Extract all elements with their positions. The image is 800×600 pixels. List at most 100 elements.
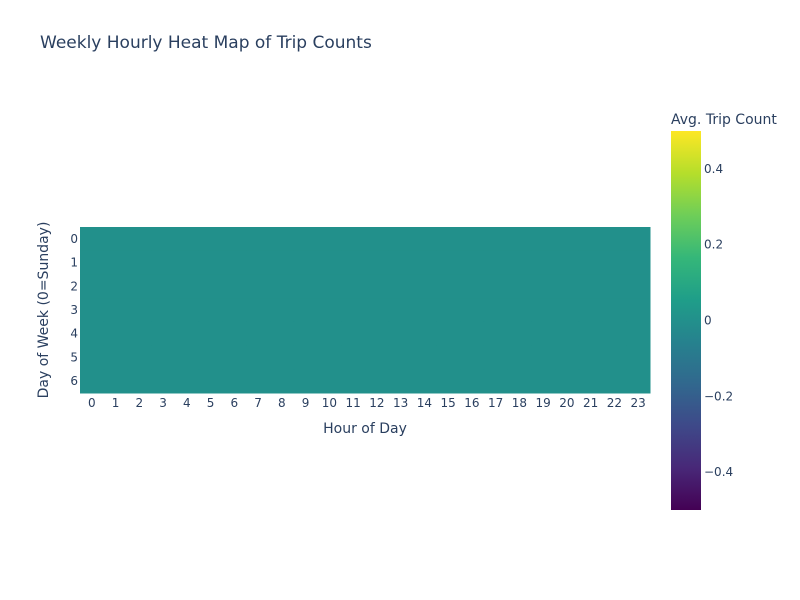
x-tick-label: 8 bbox=[278, 396, 286, 410]
heatmap-cell bbox=[341, 369, 366, 394]
x-tick-label: 3 bbox=[159, 396, 167, 410]
heatmap-cell bbox=[198, 321, 223, 347]
heatmap-cell bbox=[246, 250, 271, 275]
colorbar-tick-label: 0.2 bbox=[704, 238, 723, 252]
heatmap-cell bbox=[436, 345, 461, 370]
heatmap-cell bbox=[175, 321, 200, 347]
heatmap-cell bbox=[626, 298, 651, 323]
heatmap-cell bbox=[460, 345, 485, 370]
x-tick-label: 16 bbox=[464, 396, 479, 410]
heatmap-cell bbox=[507, 298, 532, 323]
x-tick-label: 11 bbox=[345, 396, 360, 410]
heatmap-cell bbox=[460, 227, 485, 252]
heatmap-cell bbox=[175, 227, 200, 252]
heatmap-cell bbox=[365, 345, 390, 370]
heatmap-cell bbox=[175, 274, 200, 299]
x-tick-label: 1 bbox=[112, 396, 120, 410]
heatmap-cell bbox=[602, 345, 627, 370]
heatmap-cell bbox=[507, 274, 532, 299]
heatmap-cell bbox=[626, 369, 651, 394]
heatmap-cell bbox=[412, 298, 437, 323]
heatmap-cell bbox=[507, 321, 532, 347]
heatmap-cell bbox=[578, 298, 603, 323]
heatmap-cell bbox=[175, 369, 200, 394]
heatmap-cell bbox=[103, 345, 128, 370]
heatmap-cell bbox=[507, 345, 532, 370]
heatmap-cell bbox=[578, 321, 603, 347]
heatmap-cell bbox=[293, 274, 318, 299]
y-tick-label: 2 bbox=[70, 279, 78, 293]
heatmap-cell bbox=[103, 369, 128, 394]
heatmap-cell bbox=[198, 298, 223, 323]
heatmap-cell bbox=[531, 345, 556, 370]
heatmap-cell bbox=[507, 369, 532, 394]
heatmap-cell bbox=[602, 274, 627, 299]
x-tick-label: 10 bbox=[322, 396, 337, 410]
heatmap-cell bbox=[127, 227, 152, 252]
heatmap-cell bbox=[602, 250, 627, 275]
heatmap-cell bbox=[555, 227, 580, 252]
heatmap-cell bbox=[151, 274, 176, 299]
heatmap-cell bbox=[222, 345, 247, 370]
heatmap-cells bbox=[80, 227, 651, 394]
heatmap-cell bbox=[531, 250, 556, 275]
x-tick-label: 5 bbox=[207, 396, 215, 410]
x-tick-label: 14 bbox=[417, 396, 432, 410]
x-tick-label: 19 bbox=[535, 396, 550, 410]
heatmap-cell bbox=[460, 298, 485, 323]
heatmap-cell bbox=[412, 345, 437, 370]
heatmap-cell bbox=[341, 321, 366, 347]
heatmap-cell bbox=[80, 227, 105, 252]
heatmap-cell bbox=[317, 321, 342, 347]
heatmap-cell bbox=[365, 227, 390, 252]
x-tick-label: 9 bbox=[302, 396, 310, 410]
heatmap-cell bbox=[222, 250, 247, 275]
heatmap-cell bbox=[626, 321, 651, 347]
heatmap-cell bbox=[246, 369, 271, 394]
heatmap-cell bbox=[388, 298, 413, 323]
heatmap-cell bbox=[127, 250, 152, 275]
x-tick-label: 15 bbox=[440, 396, 455, 410]
heatmap-cell bbox=[317, 227, 342, 252]
heatmap-cell bbox=[293, 345, 318, 370]
heatmap-cell bbox=[317, 345, 342, 370]
heatmap-cell bbox=[198, 274, 223, 299]
x-tick-label: 2 bbox=[136, 396, 144, 410]
heatmap-cell bbox=[436, 369, 461, 394]
heatmap-cell bbox=[80, 250, 105, 275]
heatmap-cell bbox=[127, 321, 152, 347]
heatmap-cell bbox=[198, 345, 223, 370]
heatmap-cell bbox=[293, 321, 318, 347]
heatmap-cell bbox=[507, 227, 532, 252]
colorbar-title: Avg. Trip Count bbox=[671, 112, 777, 128]
heatmap-cell bbox=[270, 345, 295, 370]
heatmap-cell bbox=[198, 369, 223, 394]
heatmap-cell bbox=[602, 369, 627, 394]
heatmap-cell bbox=[531, 274, 556, 299]
heatmap-cell bbox=[341, 250, 366, 275]
x-tick-label: 13 bbox=[393, 396, 408, 410]
x-tick-label: 18 bbox=[512, 396, 527, 410]
heatmap-cell bbox=[483, 345, 508, 370]
colorbar-tick-label: −0.4 bbox=[704, 465, 733, 479]
heatmap-cell bbox=[270, 250, 295, 275]
heatmap-cell bbox=[460, 321, 485, 347]
heatmap-cell bbox=[412, 227, 437, 252]
heatmap-cell bbox=[412, 274, 437, 299]
y-axis-title: Day of Week (0=Sunday) bbox=[36, 222, 52, 399]
heatmap-cell bbox=[483, 274, 508, 299]
y-tick-label: 4 bbox=[70, 327, 78, 341]
heatmap-cell bbox=[436, 250, 461, 275]
heatmap-cell bbox=[198, 250, 223, 275]
heatmap-cell bbox=[412, 250, 437, 275]
heatmap-cell bbox=[222, 369, 247, 394]
x-tick-label: 6 bbox=[231, 396, 239, 410]
heatmap-cell bbox=[127, 345, 152, 370]
heatmap-cell bbox=[151, 298, 176, 323]
heatmap-cell bbox=[531, 298, 556, 323]
heatmap-cell bbox=[365, 298, 390, 323]
heatmap-cell bbox=[602, 227, 627, 252]
heatmap-cell bbox=[151, 321, 176, 347]
heatmap-cell bbox=[388, 321, 413, 347]
